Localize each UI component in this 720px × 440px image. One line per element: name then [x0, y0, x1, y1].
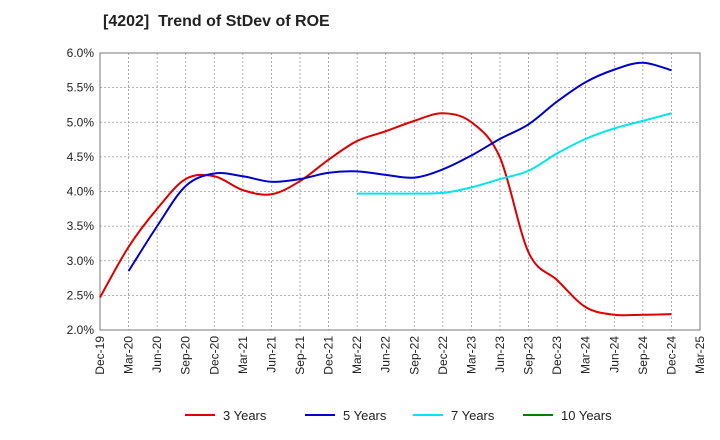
series-line-1: [99, 112, 672, 317]
x-tick-label: Jun-24: [607, 336, 621, 373]
x-tick-label: Dec-21: [322, 336, 336, 375]
x-tick-label: Mar-20: [122, 336, 136, 374]
x-tick-label: Mar-22: [350, 336, 364, 374]
legend-label: 3 Years: [223, 408, 267, 423]
legend-item: 10 Years: [523, 408, 612, 423]
legend-item: 5 Years: [305, 408, 387, 423]
legend-item: 3 Years: [185, 408, 267, 423]
x-tick-label: Sep-24: [636, 336, 650, 375]
x-tick-label: Jun-20: [150, 336, 164, 373]
plot-frame: [99, 52, 701, 331]
x-tick-label: Jun-23: [493, 336, 507, 373]
x-tick-label: Dec-20: [207, 336, 221, 375]
x-tick-label: Dec-22: [436, 336, 450, 375]
y-tick-label: 4.0%: [67, 185, 95, 199]
y-tick-label: 6.0%: [67, 46, 95, 60]
x-tick-label: Dec-24: [664, 336, 678, 375]
x-tick-label: Mar-21: [236, 336, 250, 374]
y-tick-label: 5.0%: [67, 115, 95, 129]
legend: 3 Years 5 Years 7 Years 10 Years: [185, 408, 612, 423]
legend-item: 7 Years: [413, 408, 495, 423]
y-tick-label: 4.5%: [67, 150, 95, 164]
series-line-2: [127, 61, 672, 272]
y-tick-label: 3.5%: [67, 219, 95, 233]
x-tick-label: Jun-22: [379, 336, 393, 373]
y-tick-label: 2.5%: [67, 288, 95, 302]
legend-label: 10 Years: [561, 408, 612, 423]
series-lines: [99, 61, 672, 317]
x-axis-ticks: Dec-19 Mar-20 Jun-20 Sep-20 Dec-20 Mar-21 Jun-…: [93, 336, 707, 375]
x-tick-label: Dec-23: [550, 336, 564, 375]
x-tick-label: Dec-19: [93, 336, 107, 375]
y-axis-ticks: 2.0% 2.5% 3.0% 3.5% 4.0% 4.5% 5.0% 5.5% 6.0%: [67, 46, 95, 337]
x-tick-label: Sep-21: [293, 336, 307, 375]
x-tick-label: Sep-20: [179, 336, 193, 375]
legend-label: 7 Years: [451, 408, 495, 423]
x-tick-label: Mar-24: [579, 336, 593, 374]
y-tick-label: 2.0%: [67, 323, 95, 337]
legend-label: 5 Years: [343, 408, 387, 423]
x-tick-label: Sep-23: [522, 336, 536, 375]
x-tick-label: Mar-23: [464, 336, 478, 374]
x-tick-label: Mar-25: [693, 336, 707, 374]
y-tick-label: 3.0%: [67, 254, 95, 268]
chart-title: [4202] Trend of StDev of ROE: [103, 13, 330, 30]
plot-border: [99, 52, 701, 331]
x-tick-label: Sep-22: [407, 336, 421, 375]
x-tick-label: Jun-21: [264, 336, 278, 373]
series-line-3: [357, 112, 672, 195]
y-tick-label: 5.5%: [67, 81, 95, 95]
